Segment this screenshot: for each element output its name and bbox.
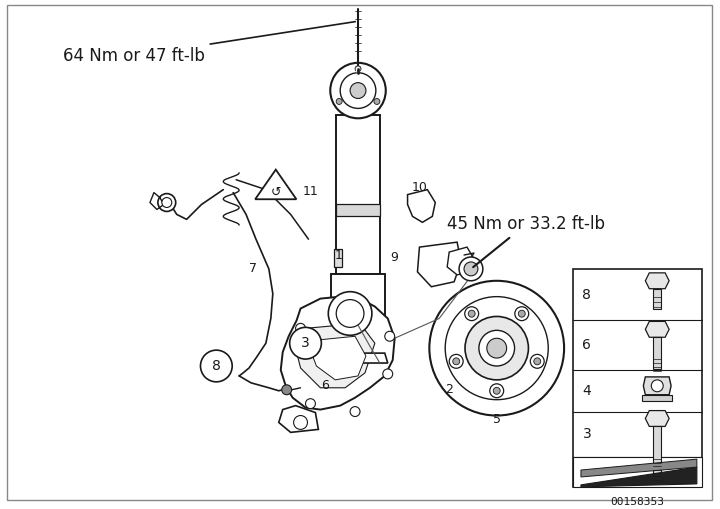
Polygon shape [408,190,436,222]
Text: 3: 3 [582,428,591,441]
Circle shape [479,330,515,366]
Text: 9: 9 [391,250,399,264]
Bar [653,337,661,369]
Text: 00158353: 00158353 [611,497,665,507]
Text: 64 Nm or 47 ft-lb: 64 Nm or 47 ft-lb [63,21,355,65]
Circle shape [453,358,459,365]
Bar [653,427,661,476]
Polygon shape [255,169,297,199]
Circle shape [429,281,564,415]
Circle shape [330,63,386,118]
Text: 1: 1 [334,248,342,262]
Circle shape [296,323,305,333]
Text: 10: 10 [412,181,428,194]
Circle shape [449,354,463,368]
Circle shape [350,82,366,98]
Polygon shape [581,467,697,487]
Polygon shape [296,323,375,388]
Circle shape [158,193,176,211]
Text: 5: 5 [492,413,500,426]
Text: 4: 4 [582,384,591,398]
Circle shape [459,257,483,281]
Bar [336,116,380,274]
Text: 45 Nm or 33.2 ft-lb: 45 Nm or 33.2 ft-lb [447,215,606,267]
Circle shape [350,407,360,416]
Circle shape [515,307,528,321]
Polygon shape [418,242,461,287]
Polygon shape [281,297,395,410]
Circle shape [340,73,376,108]
Circle shape [162,197,172,208]
Text: 3: 3 [301,336,310,350]
Circle shape [465,317,528,380]
Circle shape [305,399,315,409]
Bar [331,274,384,353]
Circle shape [490,384,504,398]
Circle shape [282,385,292,394]
Polygon shape [310,336,366,380]
Text: 8: 8 [212,359,221,373]
Circle shape [518,310,525,317]
Polygon shape [645,273,669,289]
Polygon shape [581,459,697,477]
Circle shape [383,369,392,379]
Polygon shape [645,411,669,427]
Text: 8: 8 [582,288,591,302]
Text: ↺: ↺ [271,186,281,199]
Circle shape [328,292,372,335]
Bar [336,205,380,216]
Circle shape [531,354,544,368]
Circle shape [652,380,663,392]
Bar [653,289,661,308]
Text: 6: 6 [321,379,329,392]
Circle shape [355,66,361,72]
Text: 11: 11 [302,185,318,198]
Bar [573,269,702,487]
Circle shape [289,327,321,359]
Circle shape [464,262,478,276]
Circle shape [534,358,541,365]
Polygon shape [328,353,388,363]
Circle shape [464,307,479,321]
Circle shape [374,98,380,104]
Circle shape [384,331,395,341]
Text: 6: 6 [582,338,591,352]
Circle shape [487,338,507,358]
Text: 7: 7 [249,263,257,275]
Bar [334,249,342,267]
Circle shape [336,98,342,104]
Circle shape [336,300,364,327]
Circle shape [294,415,307,430]
Circle shape [493,387,500,394]
Polygon shape [645,321,669,337]
Polygon shape [447,247,474,275]
Polygon shape [279,406,318,432]
Polygon shape [644,377,671,394]
Circle shape [445,297,548,400]
Bar [642,394,672,401]
Bar [573,457,702,487]
Circle shape [200,350,232,382]
Text: 2: 2 [445,383,453,397]
Circle shape [468,310,475,317]
